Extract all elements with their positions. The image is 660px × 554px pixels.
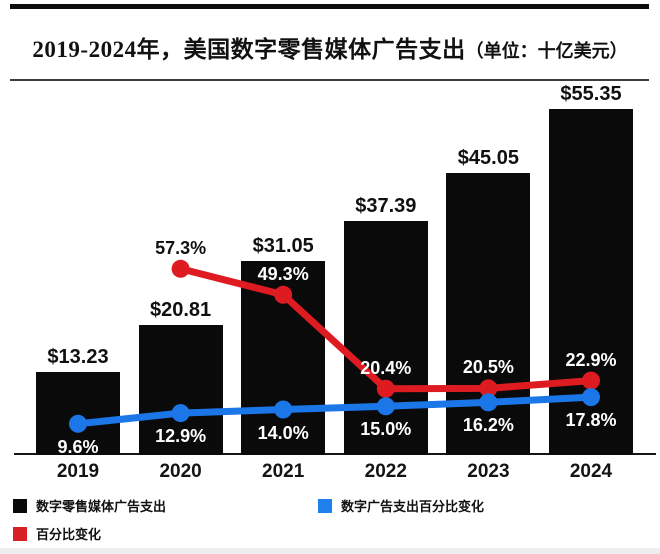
legend-label: 数字广告支出百分比变化 xyxy=(341,499,485,514)
chart-title-unit: （单位：十亿美元） xyxy=(465,41,628,61)
black-square-swatch xyxy=(13,498,27,513)
red-square-swatch xyxy=(13,526,27,541)
legend-item-blue-line-series: 数字广告支出百分比变化 xyxy=(318,496,484,515)
bar-value-label-2021: $31.05 xyxy=(252,234,314,257)
pct-label-数字广告支出百分比变化-2024: 17.8% xyxy=(565,410,617,431)
x-tick-label-2022: 2022 xyxy=(364,461,407,482)
pct-label-百分比变化-2020: 57.3% xyxy=(155,237,207,258)
bar-value-label-2022: $37.39 xyxy=(355,195,417,218)
bar-value-label-2023: $45.05 xyxy=(457,147,519,170)
legend-item-red-line-series: 百分比变化 xyxy=(13,524,101,543)
x-tick-label-2021: 2021 xyxy=(262,461,305,482)
data-point-百分比变化-2020 xyxy=(171,259,190,278)
bar-value-label-2020: $20.81 xyxy=(150,298,212,321)
x-tick-label-2020: 2020 xyxy=(159,461,202,482)
bar-value-label-2024: $55.35 xyxy=(560,83,622,106)
chart-title: 2019-2024年，美国数字零售媒体广告支出 xyxy=(32,37,466,62)
x-axis-line xyxy=(14,453,656,455)
title-underline xyxy=(10,79,649,81)
legend-label: 数字零售媒体广告支出 xyxy=(36,499,167,514)
x-tick-label-2024: 2024 xyxy=(569,461,613,482)
bar-2023 xyxy=(446,173,531,455)
bottom-edge-strip xyxy=(0,548,660,554)
x-tick-label-2023: 2023 xyxy=(467,461,510,482)
pct-label-数字广告支出百分比变化-2020: 12.9% xyxy=(155,426,207,447)
pct-label-数字广告支出百分比变化-2019: 9.6% xyxy=(57,436,99,457)
top-rule xyxy=(10,4,649,9)
bar-value-label-2019: $13.23 xyxy=(47,346,109,369)
legend-item-bar-series: 数字零售媒体广告支出 xyxy=(13,496,166,515)
pct-label-百分比变化-2021: 49.3% xyxy=(257,263,309,284)
bar-2024 xyxy=(549,109,633,455)
blue-square-swatch xyxy=(318,498,332,513)
pct-label-百分比变化-2023: 20.5% xyxy=(462,357,514,378)
pct-label-百分比变化-2022: 20.4% xyxy=(360,357,412,378)
x-tick-label-2019: 2019 xyxy=(56,461,100,482)
page-title: 2019-2024年，美国数字零售媒体广告支出（单位：十亿美元） xyxy=(0,30,660,64)
pct-label-数字广告支出百分比变化-2021: 14.0% xyxy=(257,422,309,443)
pct-label-百分比变化-2024: 22.9% xyxy=(565,349,617,370)
pct-label-数字广告支出百分比变化-2023: 16.2% xyxy=(462,415,514,436)
pct-label-数字广告支出百分比变化-2022: 15.0% xyxy=(360,419,412,440)
legend-label: 百分比变化 xyxy=(36,527,102,542)
